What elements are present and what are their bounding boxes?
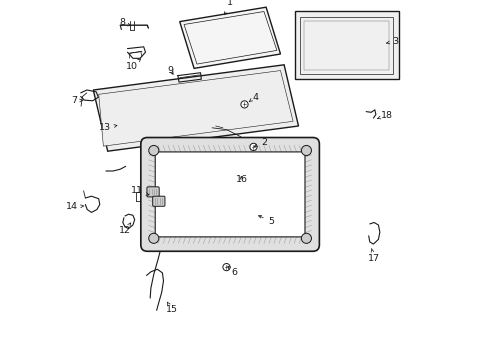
Text: 7: 7 xyxy=(71,96,83,105)
Text: 16: 16 xyxy=(235,175,247,184)
Text: 4: 4 xyxy=(249,93,258,102)
Polygon shape xyxy=(93,65,298,151)
Text: 1: 1 xyxy=(224,0,233,15)
Polygon shape xyxy=(99,71,292,146)
Text: 3: 3 xyxy=(386,37,397,46)
Polygon shape xyxy=(303,21,388,70)
Text: 9: 9 xyxy=(167,66,173,75)
FancyBboxPatch shape xyxy=(155,152,305,237)
Polygon shape xyxy=(294,11,399,79)
Text: 6: 6 xyxy=(227,266,237,277)
Text: 5: 5 xyxy=(258,216,274,226)
Text: 15: 15 xyxy=(165,302,178,314)
Text: 10: 10 xyxy=(126,59,140,71)
Text: 13: 13 xyxy=(99,123,117,132)
Text: 2: 2 xyxy=(254,138,267,147)
Text: 12: 12 xyxy=(119,223,131,235)
Circle shape xyxy=(241,101,247,108)
Circle shape xyxy=(148,233,159,243)
Circle shape xyxy=(249,143,257,150)
Text: 18: 18 xyxy=(377,111,392,120)
Circle shape xyxy=(301,145,311,156)
Circle shape xyxy=(148,145,159,156)
Circle shape xyxy=(301,233,311,243)
FancyBboxPatch shape xyxy=(141,138,319,251)
Text: 17: 17 xyxy=(367,248,379,263)
Polygon shape xyxy=(179,7,280,68)
Circle shape xyxy=(223,264,230,271)
Text: 11: 11 xyxy=(130,186,149,195)
Text: 14: 14 xyxy=(66,202,84,211)
FancyBboxPatch shape xyxy=(146,187,159,197)
Text: 8: 8 xyxy=(119,18,130,27)
Polygon shape xyxy=(183,12,276,64)
FancyBboxPatch shape xyxy=(152,196,164,206)
Polygon shape xyxy=(300,17,392,74)
